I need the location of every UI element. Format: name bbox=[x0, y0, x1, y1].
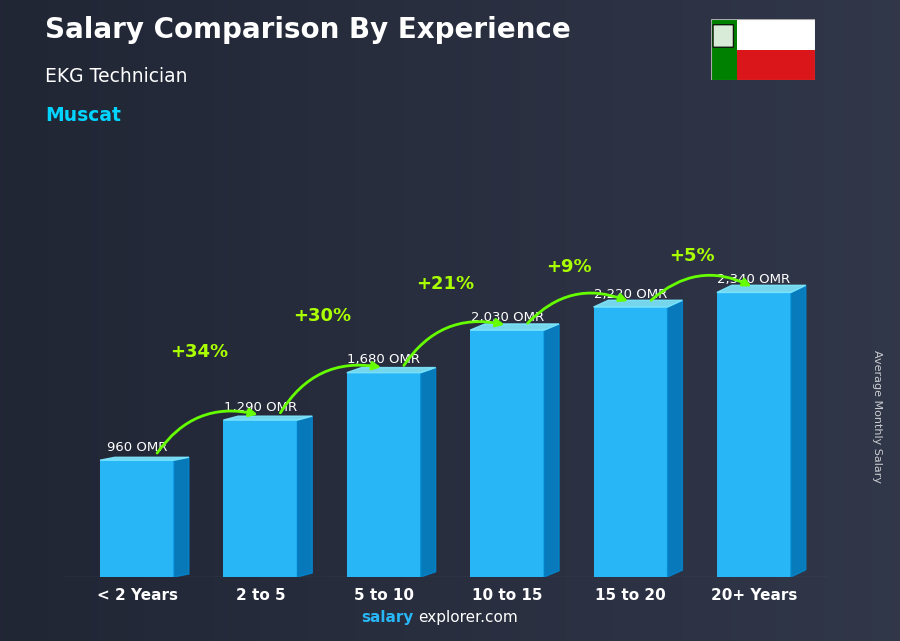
Text: +5%: +5% bbox=[670, 247, 716, 265]
Polygon shape bbox=[297, 416, 312, 577]
Text: 2,220 OMR: 2,220 OMR bbox=[594, 288, 667, 301]
Text: EKG Technician: EKG Technician bbox=[45, 67, 187, 87]
Bar bbox=[594, 307, 668, 577]
Text: 2,340 OMR: 2,340 OMR bbox=[717, 273, 790, 286]
Polygon shape bbox=[223, 416, 312, 420]
Polygon shape bbox=[470, 324, 559, 330]
Bar bbox=[711, 50, 814, 80]
Polygon shape bbox=[791, 285, 806, 577]
Text: Average Monthly Salary: Average Monthly Salary bbox=[872, 350, 883, 483]
Text: +9%: +9% bbox=[546, 258, 591, 276]
Polygon shape bbox=[346, 367, 436, 372]
Polygon shape bbox=[594, 300, 682, 307]
Bar bbox=[470, 330, 544, 577]
Text: 1,290 OMR: 1,290 OMR bbox=[224, 401, 297, 413]
Text: Muscat: Muscat bbox=[45, 106, 121, 125]
Text: explorer.com: explorer.com bbox=[418, 610, 518, 625]
Polygon shape bbox=[100, 457, 189, 460]
Text: 960 OMR: 960 OMR bbox=[107, 441, 167, 454]
Bar bbox=[711, 19, 814, 50]
Polygon shape bbox=[717, 285, 806, 292]
Polygon shape bbox=[544, 324, 559, 577]
Bar bbox=[711, 19, 737, 80]
Text: +21%: +21% bbox=[417, 275, 474, 293]
Bar bbox=[100, 460, 174, 577]
Text: +30%: +30% bbox=[293, 307, 351, 325]
Bar bbox=[346, 372, 421, 577]
Text: salary: salary bbox=[362, 610, 414, 625]
Text: 1,680 OMR: 1,680 OMR bbox=[347, 353, 420, 366]
Polygon shape bbox=[668, 300, 682, 577]
Text: +34%: +34% bbox=[170, 343, 228, 361]
Text: Salary Comparison By Experience: Salary Comparison By Experience bbox=[45, 16, 571, 44]
Text: 2,030 OMR: 2,030 OMR bbox=[471, 311, 544, 324]
Polygon shape bbox=[174, 457, 189, 577]
Bar bbox=[223, 420, 297, 577]
Bar bbox=[717, 292, 791, 577]
Polygon shape bbox=[421, 367, 436, 577]
FancyBboxPatch shape bbox=[713, 25, 734, 47]
